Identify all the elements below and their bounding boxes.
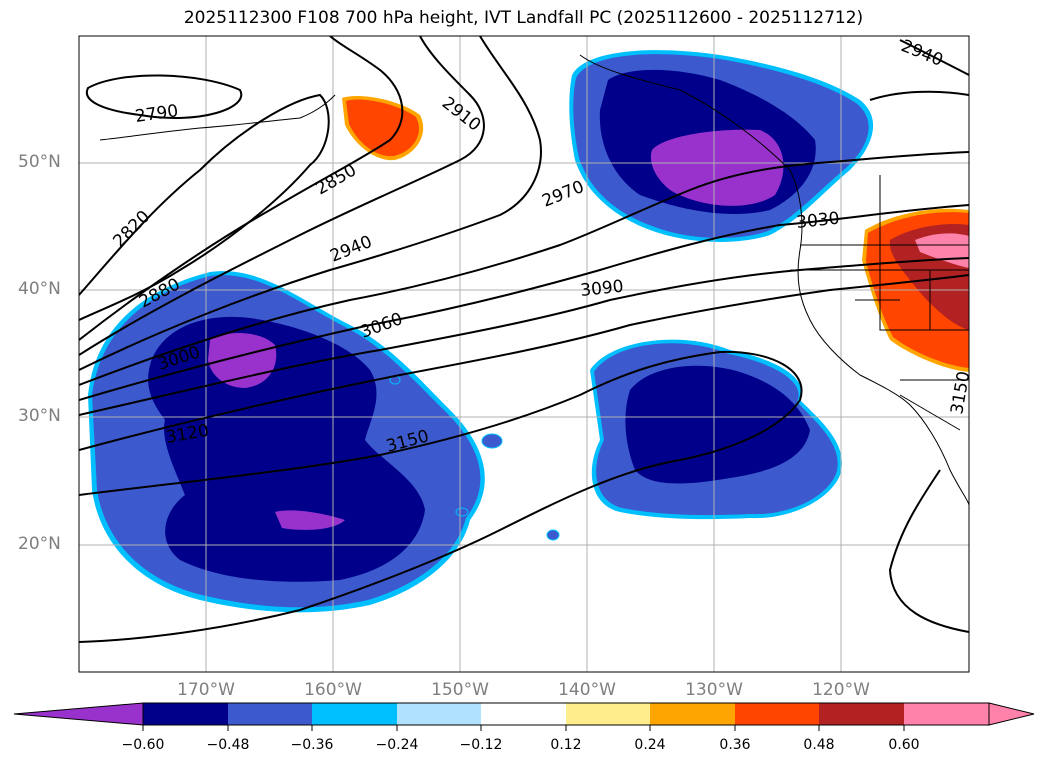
colorbar-segment [397,703,481,725]
colorbar-segment [228,703,312,725]
lat-label: 20°N [18,534,61,554]
neg-blob-west-extreme-2 [275,510,345,530]
contour-label: 3030 [795,209,840,233]
colorbar-segment [312,703,397,725]
contour-label: 3090 [579,277,624,301]
colorbar-tick-label: 0.48 [803,737,835,753]
lon-label: 150°W [431,680,489,700]
height-contours [79,36,969,643]
colorbar-tick-label: −0.36 [290,737,334,753]
colorbar-low-extension [13,702,144,726]
colorbar-tick-label: −0.60 [121,737,165,753]
map-title: 2025112300 F108 700 hPa height, IVT Land… [183,8,864,28]
pos-blob-aleutian-inner [346,99,419,157]
lon-label: 120°W [812,680,870,700]
lon-label: 160°W [304,680,362,700]
colorbar-high-extension [988,702,1035,726]
colorbar-segment [904,703,989,725]
colorbar-tick-label: −0.48 [206,737,250,753]
lon-label: 130°W [685,680,743,700]
colorbar-segment [481,703,566,725]
ivt-shading [88,50,969,613]
colorbar-tick-label: 0.60 [888,737,920,753]
lat-label: 40°N [18,279,61,299]
neg-blob-ne-extreme [650,129,784,206]
lon-label: 170°W [177,680,235,700]
colorbar-tick-label: 0.12 [550,737,582,753]
colorbar-tick-label: 0.36 [719,737,751,753]
colorbar-tick-label: −0.24 [375,737,419,753]
coastlines [99,54,969,506]
colorbar-segment [650,703,735,725]
colorbar-segment [143,703,228,725]
colorbar-tick-label: 0.24 [634,737,666,753]
lat-label: 30°N [18,406,61,426]
neg-blob-central-strong [625,365,810,484]
colorbar-segment [566,703,650,725]
colorbar [13,702,1035,731]
lon-label: 140°W [558,680,616,700]
colorbar-segment [819,703,904,725]
colorbar-tick-label: −0.12 [459,737,503,753]
colorbar-segment [735,703,819,725]
lat-label: 50°N [18,152,61,172]
